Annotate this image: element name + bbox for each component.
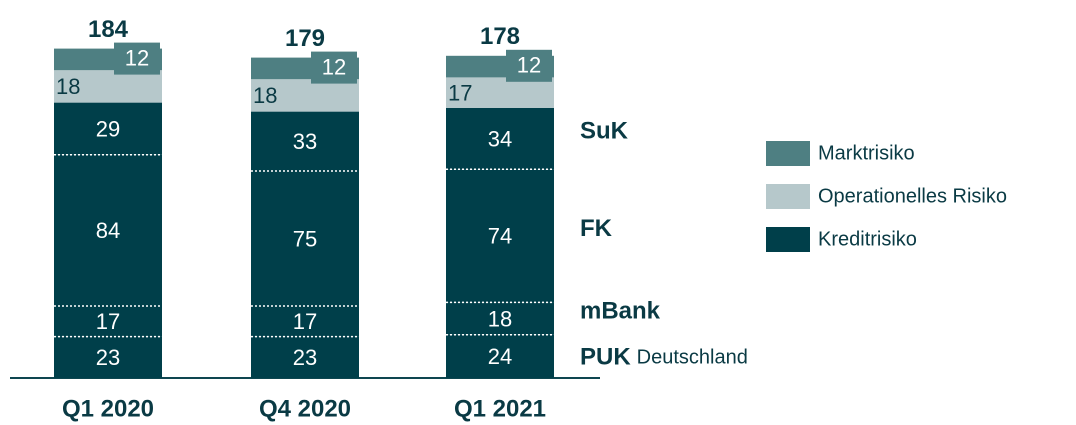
value-label: 33 bbox=[293, 129, 317, 154]
segment-name: SuK bbox=[580, 118, 629, 145]
legend-label: Kreditrisiko bbox=[818, 228, 917, 250]
bar-segment bbox=[251, 79, 359, 112]
total-label: 184 bbox=[88, 16, 129, 43]
bar-segment bbox=[446, 169, 554, 303]
value-label: 84 bbox=[96, 218, 120, 243]
x-tick-label: Q1 2020 bbox=[62, 395, 154, 422]
segment-name-main: mBank bbox=[580, 298, 661, 325]
value-label: 17 bbox=[293, 309, 317, 334]
value-label: 12 bbox=[125, 45, 149, 70]
value-label: 18 bbox=[253, 83, 277, 108]
value-label: 74 bbox=[488, 224, 512, 249]
value-label: 75 bbox=[293, 226, 317, 251]
value-label: 23 bbox=[96, 345, 120, 370]
legend-swatch bbox=[766, 184, 810, 209]
legend-label: Operationelles Risiko bbox=[818, 185, 1007, 207]
legend-label: Marktrisiko bbox=[818, 142, 915, 164]
bar-segment bbox=[251, 336, 359, 378]
x-tick-label: Q4 2020 bbox=[259, 395, 351, 422]
total-label: 178 bbox=[480, 23, 520, 50]
bar-segment bbox=[54, 306, 162, 337]
bar-segment bbox=[54, 70, 162, 103]
legend-swatch bbox=[766, 227, 810, 252]
bar-segment bbox=[54, 336, 162, 378]
label-box bbox=[114, 42, 160, 75]
segment-name: PUK Deutschland bbox=[580, 344, 748, 371]
value-label: 17 bbox=[448, 81, 472, 106]
label-box bbox=[506, 49, 552, 82]
value-label: 17 bbox=[96, 309, 120, 334]
segment-name: FK bbox=[580, 215, 613, 242]
total-label: 179 bbox=[285, 25, 325, 52]
segment-name: mBank bbox=[580, 298, 661, 325]
bar-segment bbox=[446, 302, 554, 335]
bar-segment bbox=[446, 108, 554, 170]
bar-segment bbox=[54, 154, 162, 306]
bar-segment bbox=[446, 77, 554, 108]
x-tick-label: Q1 2021 bbox=[454, 395, 546, 422]
value-label: 29 bbox=[96, 117, 120, 142]
value-label: 18 bbox=[56, 74, 80, 99]
value-label: 12 bbox=[517, 53, 541, 78]
legend-swatch bbox=[766, 141, 810, 166]
bar-segment bbox=[54, 102, 162, 155]
bar-segment bbox=[251, 171, 359, 306]
bar-segment bbox=[251, 111, 359, 171]
label-box bbox=[311, 51, 357, 84]
value-label: 18 bbox=[488, 306, 512, 331]
segment-name-main: PUK bbox=[580, 344, 631, 371]
value-label: 23 bbox=[293, 345, 317, 370]
segment-name-main: FK bbox=[580, 215, 613, 242]
value-label: 34 bbox=[488, 126, 512, 151]
bar-segment bbox=[251, 306, 359, 337]
value-label: 24 bbox=[488, 344, 512, 369]
segment-note: Deutschland bbox=[637, 347, 748, 369]
bar-segment bbox=[446, 334, 554, 378]
value-label: 12 bbox=[322, 54, 346, 79]
segment-name-main: SuK bbox=[580, 118, 629, 145]
